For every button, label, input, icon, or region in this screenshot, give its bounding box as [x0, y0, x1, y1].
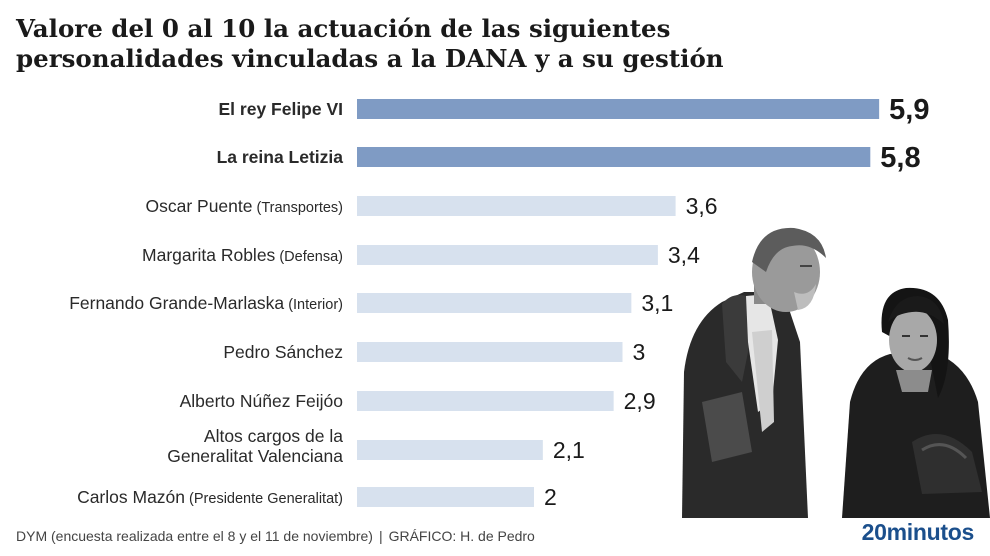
royals-photo — [682, 227, 990, 518]
category-name-0: El rey Felipe VI — [219, 99, 344, 119]
category-label-8: Carlos Mazón (Presidente Generalitat) — [77, 487, 343, 507]
category-label-7-line-0: Altos cargos de la — [204, 426, 343, 446]
category-detail-2: (Transportes) — [252, 200, 343, 216]
bar-0 — [357, 99, 880, 119]
category-label-2: Oscar Puente (Transportes) — [145, 196, 343, 216]
value-label-4: 3,1 — [641, 290, 673, 316]
credit-note: GRÁFICO: H. de Pedro — [388, 528, 535, 544]
category-label-1: La reina Letizia — [217, 147, 344, 167]
category-label-0: El rey Felipe VI — [219, 99, 344, 119]
bar-8 — [357, 487, 534, 507]
value-label-7: 2,1 — [553, 437, 585, 463]
category-name-4: Fernando Grande-Marlaska — [69, 293, 284, 313]
category-name-1: La reina Letizia — [217, 147, 344, 167]
category-label-5: Pedro Sánchez — [223, 342, 343, 362]
king-figure — [682, 227, 826, 518]
chart-title: Valore del 0 al 10 la actuación de las s… — [16, 14, 724, 73]
category-label-3: Margarita Robles (Defensa) — [142, 245, 343, 265]
value-label-8: 2 — [544, 484, 557, 510]
category-name-5: Pedro Sánchez — [223, 342, 343, 362]
category-detail-8: (Presidente Generalitat) — [185, 491, 343, 507]
footer: DYM (encuesta realizada entre el 8 y el … — [16, 528, 535, 544]
category-detail-4: (Interior) — [284, 297, 343, 313]
bar-1 — [357, 147, 871, 167]
bar-6 — [357, 391, 614, 411]
bar-2 — [357, 196, 676, 216]
value-label-6: 2,9 — [624, 388, 656, 414]
category-name-3: Margarita Robles — [142, 245, 275, 265]
bar-7 — [357, 440, 543, 460]
category-label-6: Alberto Núñez Feijóo — [180, 391, 343, 411]
value-label-2: 3,6 — [686, 193, 718, 219]
bar-5 — [357, 342, 623, 362]
category-name-8: Carlos Mazón — [77, 487, 185, 507]
category-label-7-line-1: Generalitat Valenciana — [167, 446, 343, 466]
brand-logo: 20minutos — [861, 519, 975, 545]
category-detail-3: (Defensa) — [275, 249, 343, 265]
queen-figure — [842, 287, 990, 518]
value-label-5: 3 — [633, 339, 646, 365]
value-label-1: 5,8 — [880, 142, 920, 174]
category-name-2: Oscar Puente — [145, 196, 252, 216]
value-label-0: 5,9 — [889, 94, 929, 126]
footer-separator: | — [378, 528, 383, 544]
bar-4 — [357, 293, 632, 313]
category-name-6: Alberto Núñez Feijóo — [180, 391, 343, 411]
value-label-3: 3,4 — [668, 242, 700, 268]
source-note: DYM (encuesta realizada entre el 8 y el … — [16, 528, 373, 544]
category-label-4: Fernando Grande-Marlaska (Interior) — [69, 293, 343, 313]
bar-3 — [357, 245, 658, 265]
